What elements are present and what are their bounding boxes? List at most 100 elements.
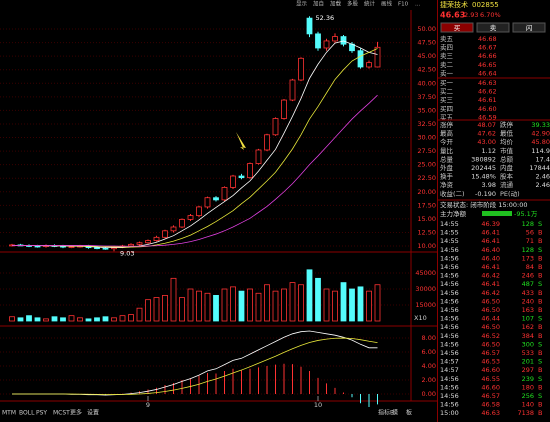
candle-body	[340, 36, 347, 45]
trade-time: 14:56	[440, 246, 459, 254]
volume-bar	[204, 292, 211, 322]
stock-price: 46.63	[440, 11, 465, 20]
line	[12, 48, 378, 248]
y-tick-label: 25.00	[417, 161, 436, 169]
book-price: 46.67	[478, 44, 497, 52]
stat-label: PE(动)	[500, 190, 520, 198]
trade-time: 14:56	[440, 289, 459, 297]
book-label: 买四	[440, 105, 453, 113]
trade-price: 46.39	[481, 220, 500, 228]
volume-bar	[34, 317, 41, 322]
toolbar-item[interactable]: 加载	[330, 0, 342, 8]
stat-label: 市值	[500, 146, 514, 155]
tab[interactable]: 更多	[70, 409, 82, 417]
trade-side: B	[538, 349, 542, 357]
stat-label: 总量	[440, 154, 454, 163]
trade-volume: 201	[522, 358, 534, 366]
trade-side: S	[538, 392, 542, 400]
trade-volume: 246	[522, 272, 534, 280]
candle-body	[102, 247, 109, 250]
tab[interactable]: MTM	[2, 410, 16, 417]
toolbar-item[interactable]: 多股	[347, 0, 359, 8]
stat-value: 3.98	[482, 181, 496, 189]
trade-price: 46.55	[481, 375, 500, 383]
volume-bar	[221, 288, 228, 322]
toolbar-item[interactable]: 统计	[364, 0, 376, 8]
candle-body	[357, 50, 364, 68]
button-label[interactable]: 卖	[490, 24, 497, 32]
toolbar-item[interactable]: 加自	[313, 0, 324, 8]
candle-body	[264, 134, 270, 151]
trade-volume: 140	[522, 401, 534, 409]
button-label[interactable]: 买	[454, 24, 461, 32]
button-label[interactable]: 闪	[526, 23, 533, 32]
date-label: 9	[146, 401, 150, 409]
book-label: 买二	[440, 88, 454, 96]
y-tick-label: 30.00	[417, 134, 436, 142]
trade-side: B	[538, 306, 542, 314]
trade-price: 46.42	[481, 272, 500, 280]
volume-bar	[94, 317, 100, 322]
trade-price: 46.41	[481, 237, 500, 245]
tab[interactable]: BOLL	[19, 410, 35, 417]
tab[interactable]: MCST	[53, 410, 70, 417]
volume-bar	[315, 277, 321, 322]
toolbar-item[interactable]: 画线	[381, 0, 393, 8]
line	[12, 94, 378, 247]
volume-bar	[85, 318, 92, 322]
tab[interactable]: 模	[392, 409, 398, 417]
stat-value: 15.48%	[471, 173, 496, 181]
button[interactable]	[476, 22, 510, 33]
book-price: 46.62	[478, 88, 497, 96]
trade-side: B	[538, 383, 542, 391]
trade-side: B	[538, 401, 542, 409]
book-label: 卖二	[440, 61, 454, 69]
y-tick-label: 17.50	[417, 201, 436, 209]
trade-volume: 297	[522, 366, 534, 374]
trade-price: 46.44	[481, 315, 500, 323]
stat-label: 换手	[440, 172, 454, 181]
tab[interactable]: PSY	[36, 410, 47, 417]
tab[interactable]: 指标B	[378, 409, 394, 417]
volume-bar	[102, 316, 109, 322]
trade-side: B	[538, 289, 542, 297]
y-tick-label: 37.50	[417, 93, 436, 101]
candle-body	[374, 46, 381, 68]
v-unit: X10	[414, 314, 427, 322]
trade-volume: 7138	[517, 409, 534, 417]
high-label: 52.36	[316, 14, 335, 22]
trade-time: 15:00	[440, 409, 459, 417]
toolbar-item[interactable]: F10	[398, 2, 409, 8]
button[interactable]	[440, 22, 474, 33]
candle-body	[170, 226, 177, 232]
volume-bar	[170, 277, 177, 322]
flow-value: -95.1万	[514, 210, 538, 218]
stat-label: 最低	[500, 129, 514, 138]
trade-time: 14:56	[440, 392, 459, 400]
stock-code: 002855	[472, 1, 499, 9]
v-tick-label: 30000	[415, 285, 436, 293]
candle-body	[196, 206, 202, 217]
tab[interactable]: 设置	[87, 409, 99, 417]
volume-bar	[255, 292, 262, 322]
button[interactable]	[512, 22, 546, 33]
toolbar-item[interactable]: ...	[415, 2, 420, 8]
candle-body	[289, 79, 296, 101]
toolbar-item[interactable]: 显示	[296, 1, 308, 8]
candle-body	[298, 57, 304, 81]
candle-body	[323, 40, 330, 49]
y-tick-label: 42.50	[417, 66, 436, 74]
trade-side: B	[538, 237, 542, 245]
trade-time: 14:55	[440, 220, 459, 228]
trade-time: 14:57	[440, 358, 459, 366]
trade-volume: 240	[522, 297, 534, 305]
candle-body	[315, 33, 321, 49]
trade-side: B	[538, 297, 542, 305]
trade-volume: 384	[522, 332, 534, 340]
volume-bar	[68, 315, 75, 322]
stock-change: 2.93	[464, 11, 478, 19]
stat-value: -0.190	[475, 190, 496, 198]
candle-body	[366, 62, 372, 68]
m-tick-label: 6.00	[422, 348, 436, 356]
tab[interactable]: 板	[406, 409, 412, 417]
